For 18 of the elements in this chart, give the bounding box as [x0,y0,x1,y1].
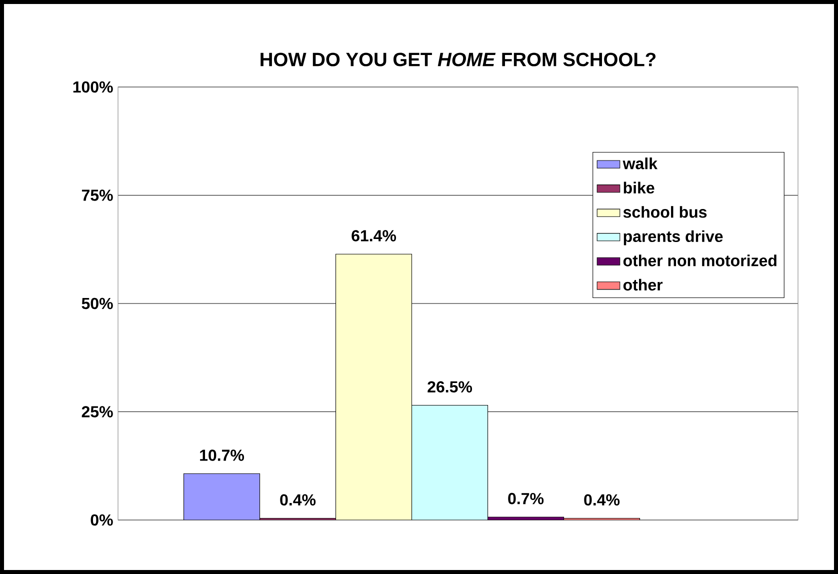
legend-label: walk [622,158,658,170]
data-label: 26.5% [428,381,472,393]
y-tick-label: 0% [90,514,113,526]
y-tick-label: 50% [82,298,113,310]
legend-label: bike [624,182,654,194]
legend-label: school bus [623,206,707,218]
legend-label: other non motorized [623,254,776,266]
legend-label: parents drive [624,230,723,246]
y-tick-label: 100% [73,81,113,93]
data-label: 0.4% [280,494,316,506]
data-label: 0.7% [508,492,544,504]
data-label: 10.7% [200,450,244,461]
data-label: 0.4% [584,494,620,506]
data-label: 61.4% [352,230,396,242]
chart-title: HOW DO YOU GET HOME FROM SCHOOL? [260,52,656,66]
y-tick-label: 75% [82,190,113,201]
y-tick-label: 25% [82,406,113,418]
legend-label: other [623,278,663,291]
